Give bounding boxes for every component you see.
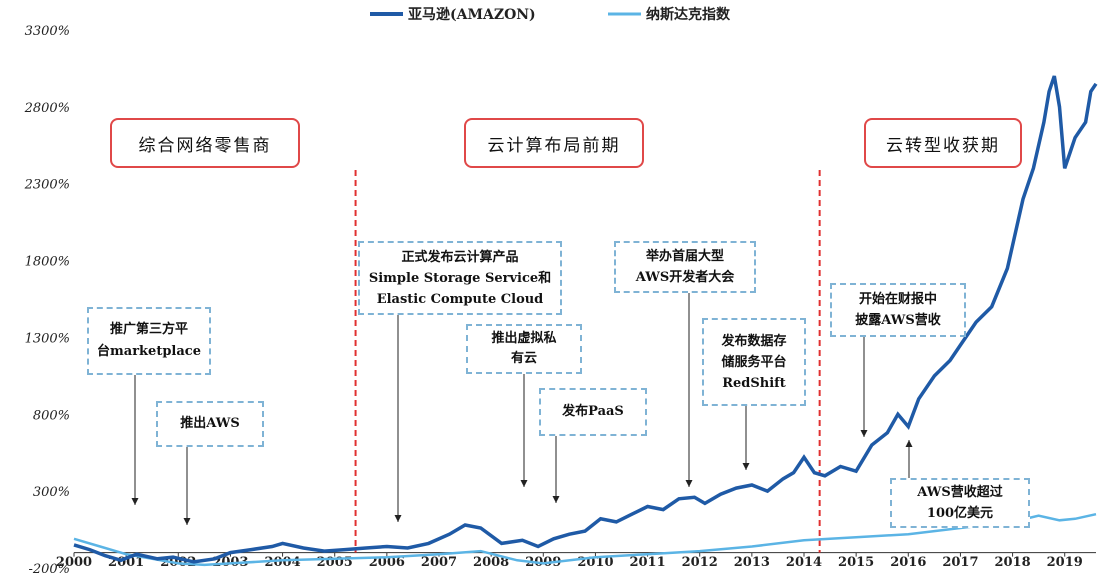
annotation-redshift: 发布数据存 储服务平台 RedShift [702,318,806,406]
x-tick-label: 2015 [838,555,874,570]
x-tick-label: 2007 [421,555,457,570]
annotation-arrow-head [131,498,139,505]
phase-label-3: 云转型收获期 [864,118,1022,168]
annotation-aws-launch: 推出AWS [156,401,264,447]
annotation-vpc: 推出虚拟私 有云 [466,324,582,374]
annotation-arrow-head [552,496,560,503]
annotation-aws-10b: AWS营收超过 100亿美元 [890,478,1030,528]
x-tick-label: 2014 [786,555,822,570]
annotation-arrow-head [520,480,528,487]
legend-label-amazon: 亚马逊(AMAZON) [408,7,536,23]
x-tick-label: 2004 [264,555,300,570]
x-tick-label: 2017 [942,555,978,570]
annotation-arrow-head [183,518,191,525]
legend: 亚马逊(AMAZON) 纳斯达克指数 [370,6,731,23]
annotation-marketplace: 推广第三方平 台marketplace [87,307,211,375]
x-tick-label: 2000 [56,555,92,570]
y-axis-ticks: -200% 300% 800% 1300% 1800% 2300% 2800% 3300% [24,24,70,576]
annotation-arrow-head [905,440,913,447]
phase-label-1: 综合网络零售商 [110,118,300,168]
x-tick-label: 2013 [734,555,770,570]
y-tick-label: 1300% [25,331,70,346]
phase-label-2: 云计算布局前期 [464,118,644,168]
annotation-reinvent: 举办首届大型 AWS开发者大会 [614,241,756,293]
x-tick-label: 2016 [890,555,926,570]
y-tick-label: -200% [28,562,70,576]
annotation-arrow-head [860,430,868,437]
x-tick-label: 2012 [682,555,718,570]
x-tick-label: 2008 [473,555,509,570]
annotation-arrow-head [685,480,693,487]
annotation-arrows [131,293,913,525]
annotation-arrow-head [394,515,402,522]
y-tick-label: 2800% [24,101,70,116]
annotation-arrow-head [742,463,750,470]
x-tick-label: 2019 [1047,555,1083,570]
annotation-paas: 发布PaaS [539,388,647,436]
annotation-aws-revenue-disclosure: 开始在财报中 披露AWS营收 [830,283,966,337]
phase-dividers [354,170,821,553]
y-tick-label: 3300% [25,24,70,39]
annotation-s3-ec2: 正式发布云计算产品 Simple Storage Service和 Elasti… [358,241,562,315]
y-tick-label: 1800% [25,255,70,270]
series-line-amazon [73,75,1098,564]
x-tick-label: 2006 [369,555,405,570]
legend-label-nasdaq: 纳斯达克指数 [646,6,731,23]
x-tick-label: 2018 [994,555,1030,570]
x-tick-label: 2011 [629,555,665,570]
y-tick-label: 300% [33,485,70,500]
y-tick-label: 2300% [24,178,70,193]
y-tick-label: 800% [33,408,70,423]
